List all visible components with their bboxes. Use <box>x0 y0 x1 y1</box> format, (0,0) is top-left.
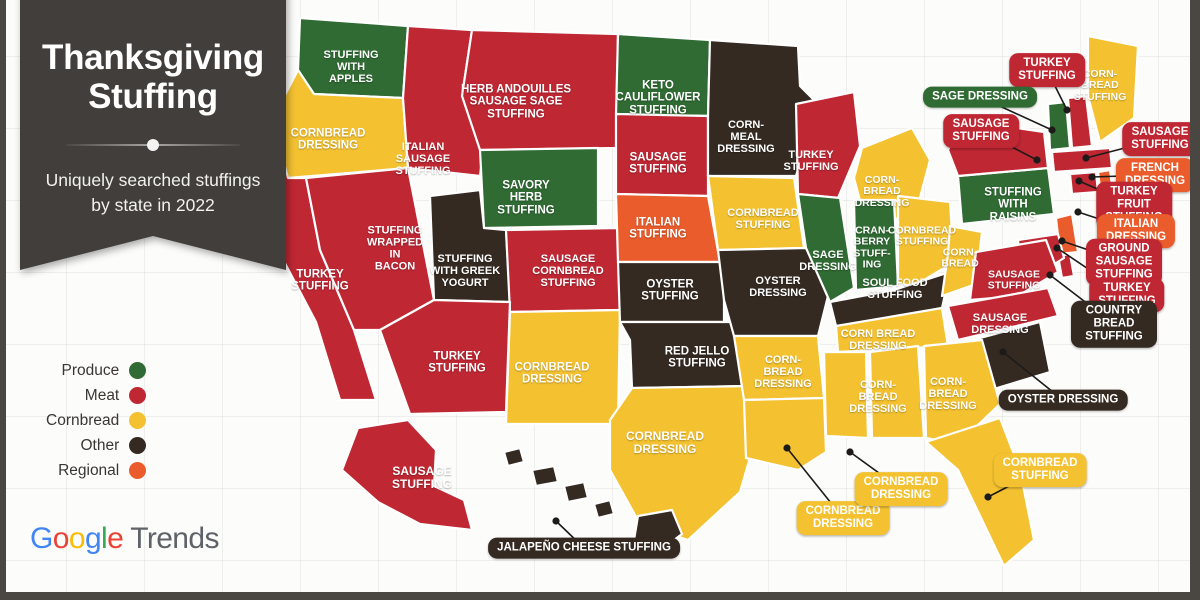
legend-color-dot <box>129 437 147 454</box>
legend-item-meat: Meat <box>46 383 147 408</box>
map-state-oh <box>896 194 956 288</box>
map-state-hi <box>530 464 560 488</box>
legend-color-dot <box>129 462 147 479</box>
callout-vt: SAGE DRESSING <box>923 86 1037 108</box>
frame-edge-bottom <box>0 592 1200 600</box>
banner-subtitle: Uniquely searched stuffings by state in … <box>45 170 261 216</box>
callout-dc: COUNTRY BREAD STUFFING <box>1071 300 1157 348</box>
map-state-hi <box>592 498 616 520</box>
legend-color-dot <box>129 362 147 379</box>
legend-item-label: Produce <box>61 361 120 379</box>
legend-item-cornbread: Cornbread <box>46 408 147 433</box>
callout-ms: CORNBREAD DRESSING <box>854 472 948 506</box>
frame-edge-left <box>0 0 6 600</box>
legend: Produce Meat Cornbread Other Regional <box>46 358 147 483</box>
map-state-il <box>796 192 856 304</box>
title-line-1: Thanksgiving <box>42 38 264 77</box>
callout-fl: CORNBREAD STUFFING <box>993 453 1087 487</box>
legend-item-label: Cornbread <box>46 411 120 429</box>
legend-item-label: Other <box>80 436 120 454</box>
legend-color-dot <box>129 387 147 404</box>
legend-item-regional: Regional <box>46 458 147 483</box>
logo-letter-o1: o <box>52 522 70 555</box>
logo-letter-o2: o <box>68 522 86 555</box>
map-state-hi <box>562 480 590 504</box>
logo-letter-g1: G <box>30 522 53 555</box>
map-state-in <box>852 198 900 292</box>
callout-ma: SAUSAGE STUFFING <box>1122 122 1198 156</box>
logo-word-trends: Trends <box>130 522 219 555</box>
callout-la: CORNBREAD DRESSING <box>796 501 890 535</box>
legend-item-label: Regional <box>58 461 120 479</box>
divider-dot <box>147 139 159 152</box>
logo-letter-g2: g <box>84 522 102 555</box>
title-line-2: Stuffing <box>88 77 218 117</box>
map-states <box>260 16 1140 568</box>
legend-color-dot <box>129 412 147 429</box>
logo-letter-l: l <box>101 522 108 555</box>
banner-chevron-point <box>20 236 286 271</box>
google-trends-logo: Google Trends <box>30 522 219 556</box>
map-state-al <box>868 344 926 440</box>
map-state-wy <box>478 146 600 230</box>
map-state-wi <box>794 90 862 200</box>
legend-item-produce: Produce <box>46 358 147 383</box>
title-banner: Thanksgiving Stuffing Uniquely searched … <box>20 0 286 271</box>
map-state-va <box>968 238 1060 302</box>
callout-sc: OYSTER DRESSING <box>998 389 1128 411</box>
banner-divider <box>66 138 240 152</box>
legend-item-label: Meat <box>84 386 120 404</box>
frame-edge-right <box>1190 0 1200 600</box>
callout-hi: JALAPEÑO CHEESE STUFFING <box>488 537 680 559</box>
callout-ny: SAUSAGE STUFFING <box>943 114 1019 148</box>
map-state-ak <box>340 418 474 532</box>
legend-item-other: Other <box>46 433 147 458</box>
callout-nh: TURKEY STUFFING <box>1009 53 1085 87</box>
page-title: Thanksgiving Stuffing <box>40 38 266 116</box>
map-state-hi <box>502 446 526 468</box>
map-state-me <box>1086 34 1140 144</box>
logo-letter-e: e <box>107 522 124 555</box>
us-map-svg <box>260 16 1140 568</box>
us-map <box>258 0 1200 600</box>
